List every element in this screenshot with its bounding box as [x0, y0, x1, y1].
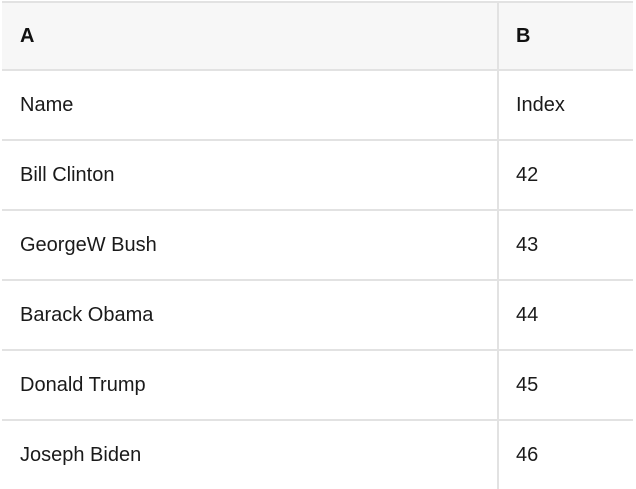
table-cell-name[interactable]: Donald Trump [2, 351, 499, 419]
table-cell-index[interactable]: 45 [516, 373, 539, 396]
table-row: Name Index [2, 71, 633, 141]
table-cell-name[interactable]: Bill Clinton [2, 141, 499, 209]
table-row: Joseph Biden 46 [2, 421, 633, 489]
table-cell-name[interactable]: Barack Obama [2, 281, 499, 349]
table-row: Barack Obama 44 [2, 281, 633, 351]
column-header-a[interactable]: A [2, 3, 499, 69]
table-cell-index[interactable]: Index [516, 93, 565, 116]
table-cell-index[interactable]: 44 [516, 303, 539, 326]
table-cell-index[interactable]: 46 [516, 443, 539, 466]
table-cell-name[interactable]: Name [2, 71, 499, 139]
table-row: GeorgeW Bush 43 [2, 211, 633, 281]
header-row: A B [2, 3, 633, 71]
table-row: Donald Trump 45 [2, 351, 633, 421]
table-cell-index[interactable]: 43 [516, 233, 539, 256]
table-cell-name[interactable]: GeorgeW Bush [2, 211, 499, 279]
column-header-b[interactable]: B [516, 24, 531, 47]
table-cell-name[interactable]: Joseph Biden [2, 421, 499, 489]
table-cell-index[interactable]: 42 [516, 163, 539, 186]
table-row: Bill Clinton 42 [2, 141, 633, 211]
